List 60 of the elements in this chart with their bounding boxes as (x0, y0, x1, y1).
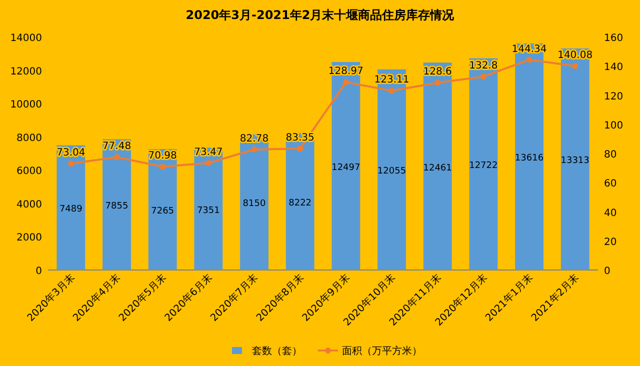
y2-tick-label: 120 (604, 91, 624, 102)
bar (148, 149, 177, 270)
data-label: 12497 (332, 163, 360, 174)
chart-title: 2020年3月-2021年2月末十堰商品住房库存情况 (186, 8, 456, 22)
bar (286, 133, 314, 270)
legend-label: 套数（套） (252, 345, 302, 357)
bar (240, 134, 268, 270)
point (526, 56, 532, 63)
y2-tick-label: 80 (604, 150, 617, 160)
point (114, 154, 120, 160)
bar (469, 58, 498, 270)
y-tick-label: 14000 (10, 33, 42, 44)
data-label: 7489 (59, 204, 83, 215)
data-label: 128.6 (423, 66, 452, 78)
y-tick-label: 4000 (16, 199, 42, 210)
y-tick-label: 8000 (16, 132, 42, 144)
point (434, 80, 441, 86)
bar (332, 62, 360, 270)
data-label: 7265 (151, 206, 174, 217)
data-label: 77.48 (102, 141, 132, 152)
y2-tick-label: 160 (604, 33, 624, 44)
point (160, 164, 166, 170)
point (342, 79, 349, 86)
data-label: 12461 (423, 163, 452, 174)
y2-tick-label: 100 (604, 120, 624, 132)
bar (102, 139, 131, 270)
y2-tick-label: 20 (604, 236, 617, 248)
data-label: 13616 (514, 154, 544, 164)
point (297, 146, 304, 152)
data-label: 73.04 (56, 148, 86, 159)
data-label: 12722 (469, 161, 498, 172)
point (480, 74, 486, 80)
legend-label: 面积（万平方米） (342, 345, 422, 357)
point (205, 160, 212, 166)
data-label: 12055 (377, 166, 406, 177)
data-label: 7351 (196, 206, 220, 216)
y-tick-label: 0 (36, 266, 42, 277)
y2-tick-label: 140 (604, 62, 624, 74)
data-label: 13313 (560, 156, 590, 166)
data-label: 132.8 (469, 60, 498, 72)
data-label: 82.78 (240, 133, 269, 144)
point (68, 160, 74, 167)
bar (423, 62, 452, 270)
y-tick-label: 12000 (10, 66, 42, 78)
y2-tick-label: 40 (604, 208, 617, 219)
bar (56, 145, 86, 270)
point (251, 146, 258, 152)
data-label: 73.47 (194, 147, 223, 158)
data-label: 8150 (242, 199, 266, 210)
data-label: 70.98 (148, 150, 177, 162)
data-label: 8222 (288, 198, 312, 209)
y-tick-label: 2000 (16, 232, 42, 244)
y2-tick-label: 60 (604, 178, 617, 190)
point (572, 63, 578, 70)
bar (194, 148, 223, 270)
point (388, 88, 395, 94)
y-tick-label: 6000 (16, 166, 42, 178)
y2-tick-label: 0 (604, 266, 610, 277)
data-label: 7855 (105, 202, 128, 212)
y-tick-label: 10000 (10, 100, 42, 111)
